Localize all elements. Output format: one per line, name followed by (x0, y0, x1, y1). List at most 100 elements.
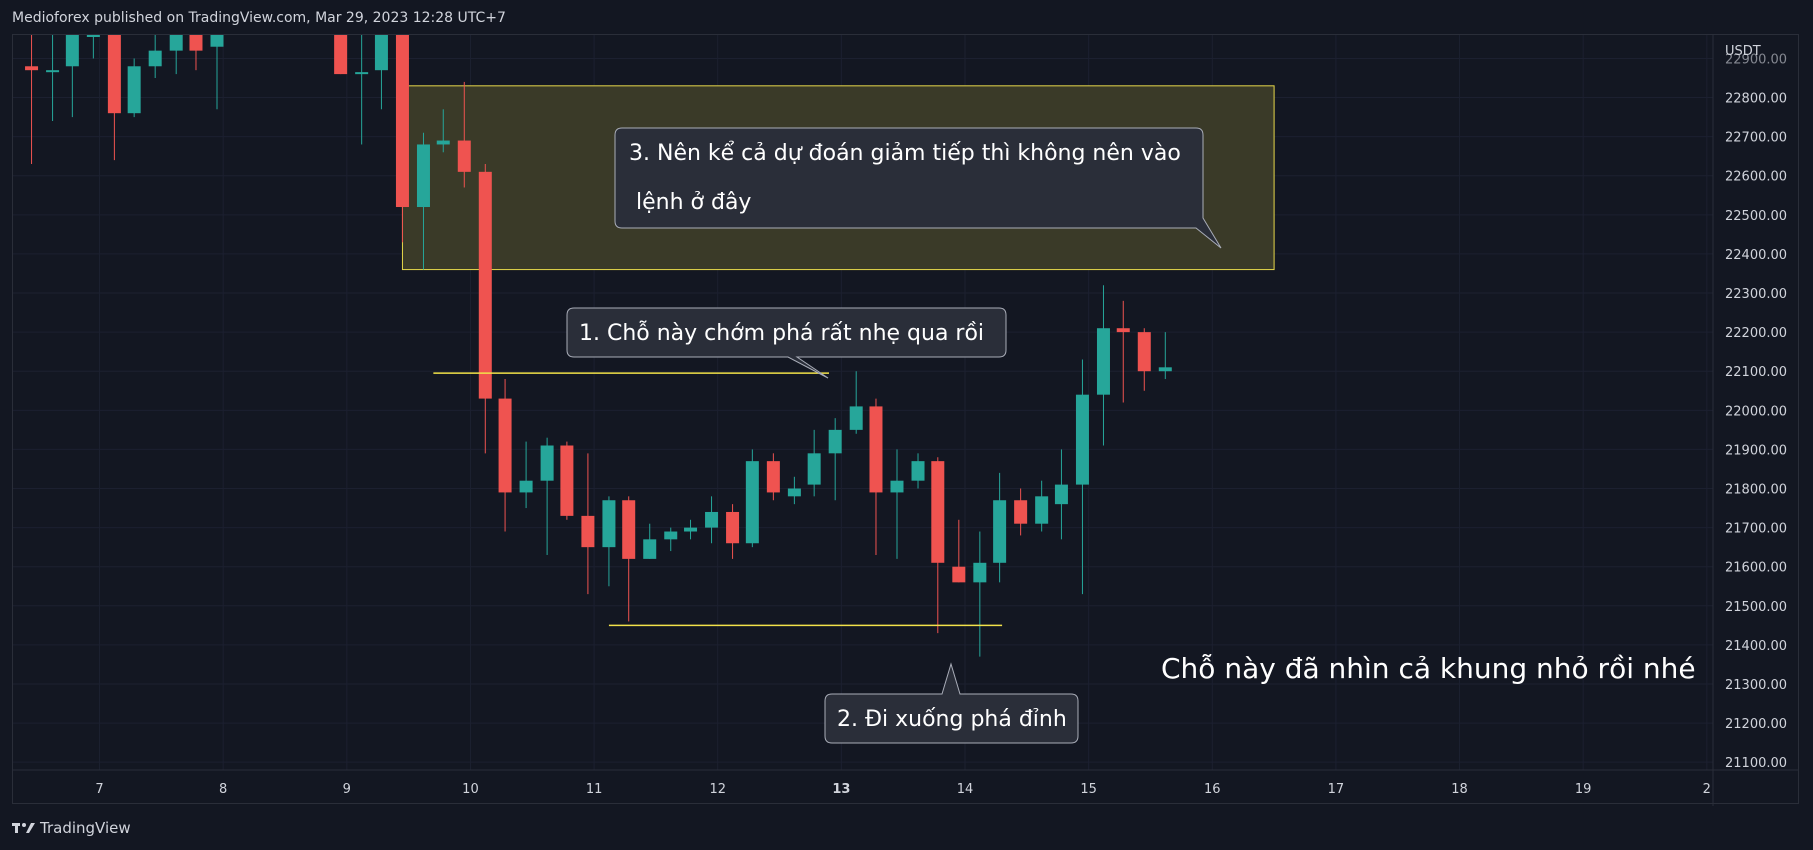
callout-1[interactable]: 1. Chỗ này chớm phá rất nhẹ qua rồi (566, 307, 1007, 379)
callout-3-bubble (614, 127, 1222, 249)
time-tick-label: 2 (1703, 782, 1711, 797)
candle (1054, 449, 1068, 540)
time-tick-label: 8 (219, 782, 227, 797)
candle-body (828, 429, 842, 454)
candle-body (519, 480, 533, 493)
candle (745, 449, 759, 548)
price-tick-label: 22800.00 (1725, 92, 1787, 107)
candle (828, 418, 842, 501)
time-tick-label: 15 (1080, 782, 1097, 797)
candle-body (911, 461, 925, 481)
candle (581, 453, 595, 595)
candle-body (65, 35, 79, 67)
candle (107, 35, 121, 161)
candle-body (931, 461, 945, 563)
callout-2-text: 2. Đi xuống phá đỉnh (837, 707, 1067, 732)
candle-body (1014, 500, 1028, 524)
candle (952, 519, 966, 583)
candle-body (869, 406, 883, 493)
candle-body (726, 511, 740, 544)
callout-3-line1: 3. Nên kể cả dự đoán giảm tiếp thì không… (629, 141, 1181, 166)
header-bar: Medioforex published on TradingView.com,… (0, 0, 1813, 34)
candle (457, 81, 471, 188)
price-tick-label: 22500.00 (1725, 209, 1787, 224)
price-tick-label: 21900.00 (1725, 443, 1787, 458)
candle-body (849, 406, 863, 430)
candle-body (890, 480, 904, 493)
callout-3[interactable]: 3. Nên kể cả dự đoán giảm tiếp thì không… (614, 127, 1222, 249)
candle (1035, 480, 1049, 532)
candle (334, 35, 348, 75)
candle (498, 379, 512, 532)
time-tick-label: 16 (1204, 782, 1221, 797)
candle (1014, 488, 1028, 536)
candle (46, 35, 60, 122)
candle-body (416, 144, 430, 208)
candle-body (1035, 496, 1049, 524)
candle-body (1116, 328, 1130, 333)
candle (1075, 359, 1089, 595)
candle-body (540, 445, 554, 481)
candle (705, 496, 719, 544)
price-tick-label: 22000.00 (1725, 404, 1787, 419)
candle (911, 453, 925, 489)
price-tick-label: 21100.00 (1725, 756, 1787, 771)
candle-body (1158, 367, 1172, 372)
candle-body (684, 527, 698, 532)
candle (869, 398, 883, 555)
price-tick-label: 21300.00 (1725, 678, 1787, 693)
price-tick-label: 22400.00 (1725, 248, 1787, 263)
footer-brand[interactable]: TradingView (12, 818, 131, 838)
candle-body (581, 515, 595, 548)
price-tick-label: 21400.00 (1725, 639, 1787, 654)
candle (931, 457, 945, 634)
candle (766, 453, 780, 501)
candle-body (973, 562, 987, 583)
candle-body (334, 35, 348, 75)
candle-body (210, 35, 224, 47)
candle-body (169, 35, 183, 51)
candle (436, 109, 450, 153)
candle (86, 35, 100, 59)
time-tick-label: 10 (462, 782, 479, 797)
price-tick-label: 22600.00 (1725, 170, 1787, 185)
candle-body (107, 35, 121, 114)
candle-body (664, 531, 678, 540)
candle-layer (25, 35, 1172, 657)
candle (787, 476, 801, 505)
time-tick-label: 19 (1575, 782, 1592, 797)
candle-body (25, 66, 39, 71)
callout-1-bubble (566, 307, 1007, 379)
candle (1137, 328, 1151, 391)
candle (148, 35, 162, 79)
candle (643, 523, 657, 559)
candle (807, 429, 821, 497)
time-tick-label: 17 (1328, 782, 1345, 797)
price-tick-label: 22100.00 (1725, 365, 1787, 380)
candle (395, 35, 409, 243)
price-tick-label: 21600.00 (1725, 561, 1787, 576)
candle-body (46, 70, 60, 73)
price-tick-label: 22200.00 (1725, 326, 1787, 341)
candle-body (643, 539, 657, 559)
candle (540, 437, 554, 555)
candle-body (1075, 394, 1089, 485)
price-tick-label: 21200.00 (1725, 717, 1787, 732)
candle-body (745, 461, 759, 544)
candle-body (436, 140, 450, 145)
candle (1116, 300, 1130, 403)
candle-body (807, 453, 821, 485)
candle-body (127, 66, 141, 114)
callout-1-text: 1. Chỗ này chớm phá rất nhẹ qua rồi (579, 320, 984, 346)
time-tick-label: 7 (95, 782, 103, 797)
candle (726, 504, 740, 559)
candle (374, 35, 388, 110)
candle-body (478, 171, 492, 399)
price-tick-label: 22900.00 (1725, 52, 1787, 67)
candle (210, 35, 224, 110)
callout-2[interactable]: 2. Đi xuống phá đỉnh (824, 662, 1079, 744)
price-tick-label: 21800.00 (1725, 483, 1787, 498)
candle (602, 496, 616, 587)
